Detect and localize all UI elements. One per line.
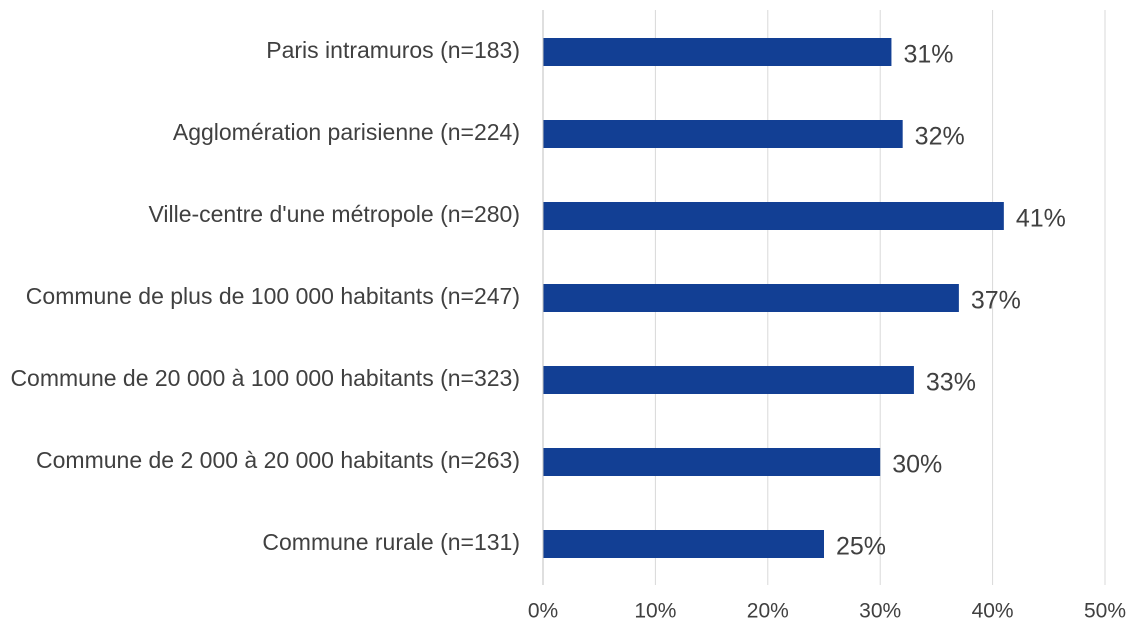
x-tick-label: 40% xyxy=(972,600,1014,623)
x-tick-label: 20% xyxy=(747,600,789,623)
category-label: Commune de plus de 100 000 habitants (n=… xyxy=(26,283,520,309)
value-label: 41% xyxy=(1016,205,1066,233)
value-label: 32% xyxy=(915,123,965,151)
category-label: Ville-centre d'une métropole (n=280) xyxy=(148,201,520,227)
bar xyxy=(543,366,914,394)
category-label: Commune de 2 000 à 20 000 habitants (n=2… xyxy=(36,447,520,473)
x-tick-label: 0% xyxy=(528,600,558,623)
bar xyxy=(543,284,959,312)
category-label: Commune de 20 000 à 100 000 habitants (n… xyxy=(10,365,520,391)
bar xyxy=(543,530,824,558)
value-label: 25% xyxy=(836,533,886,561)
x-tick-label: 30% xyxy=(859,600,901,623)
category-label: Paris intramuros (n=183) xyxy=(266,37,520,63)
category-label: Agglomération parisienne (n=224) xyxy=(173,119,520,145)
x-tick-label: 10% xyxy=(634,600,676,623)
value-label: 33% xyxy=(926,369,976,397)
x-tick-label: 50% xyxy=(1084,600,1126,623)
value-label: 31% xyxy=(903,41,953,69)
bar xyxy=(543,38,892,66)
category-label: Commune rurale (n=131) xyxy=(262,529,520,555)
bar xyxy=(543,202,1004,230)
value-label: 30% xyxy=(892,451,942,479)
bar xyxy=(543,448,881,476)
bar xyxy=(543,120,903,148)
value-label: 37% xyxy=(971,287,1021,315)
